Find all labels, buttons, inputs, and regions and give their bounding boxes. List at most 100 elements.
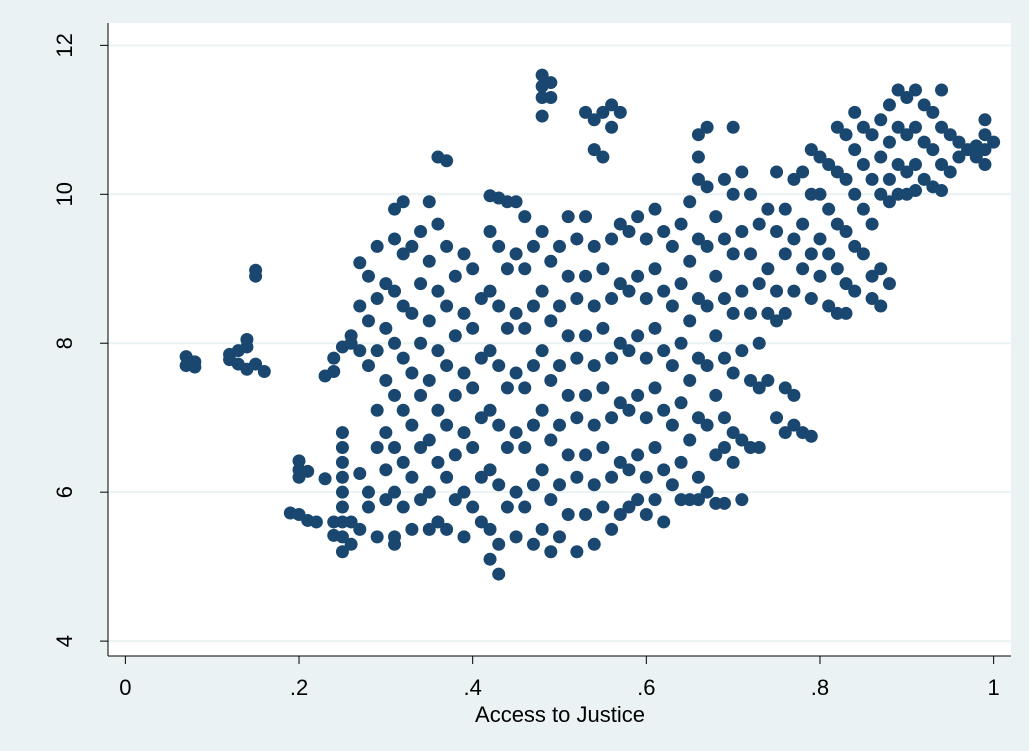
- data-point: [509, 306, 523, 320]
- data-point: [717, 411, 731, 425]
- data-point: [865, 128, 879, 142]
- data-point: [882, 277, 896, 291]
- data-point: [631, 493, 645, 507]
- data-point: [978, 128, 992, 142]
- data-point: [388, 388, 402, 402]
- data-point: [787, 284, 801, 298]
- data-point: [535, 463, 549, 477]
- data-point: [761, 262, 775, 276]
- data-point: [431, 284, 445, 298]
- data-point: [744, 306, 758, 320]
- data-point: [414, 336, 428, 350]
- data-point: [353, 256, 367, 270]
- data-point: [431, 515, 445, 529]
- data-point: [431, 455, 445, 469]
- data-point: [457, 247, 471, 261]
- data-point: [631, 329, 645, 343]
- data-point: [648, 440, 662, 454]
- data-point: [422, 314, 436, 328]
- data-point: [613, 217, 627, 231]
- data-point: [778, 306, 792, 320]
- data-point: [639, 232, 653, 246]
- data-point: [422, 254, 436, 268]
- data-point: [752, 277, 766, 291]
- data-point: [683, 373, 697, 387]
- data-point: [744, 373, 758, 387]
- data-point: [396, 247, 410, 261]
- data-point: [882, 172, 896, 186]
- data-point: [379, 321, 393, 335]
- data-point: [396, 195, 410, 209]
- data-point: [257, 365, 271, 379]
- data-point: [457, 485, 471, 499]
- x-tick-label: 0: [119, 675, 131, 700]
- data-point: [717, 440, 731, 454]
- data-point: [622, 500, 636, 514]
- data-point: [483, 284, 497, 298]
- data-point: [822, 247, 836, 261]
- data-point: [440, 299, 454, 313]
- data-point: [908, 157, 922, 171]
- data-point: [414, 388, 428, 402]
- data-point: [535, 522, 549, 536]
- data-point: [613, 396, 627, 410]
- data-point: [361, 314, 375, 328]
- data-point: [483, 552, 497, 566]
- data-point: [492, 418, 506, 432]
- data-point: [613, 277, 627, 291]
- data-point: [448, 493, 462, 507]
- data-point: [544, 76, 558, 90]
- data-point: [891, 157, 905, 171]
- y-tick-label: 12: [52, 33, 77, 57]
- data-point: [917, 135, 931, 149]
- data-point: [526, 359, 540, 373]
- data-point: [492, 239, 506, 253]
- data-point: [388, 485, 402, 499]
- data-point: [908, 184, 922, 198]
- data-point: [778, 381, 792, 395]
- data-point: [770, 284, 784, 298]
- data-point: [839, 277, 853, 291]
- data-point: [605, 470, 619, 484]
- data-point: [422, 433, 436, 447]
- data-point: [518, 262, 532, 276]
- data-point: [657, 403, 671, 417]
- data-point: [622, 225, 636, 239]
- data-points: [179, 68, 1001, 581]
- data-point: [405, 306, 419, 320]
- data-point: [726, 306, 740, 320]
- data-point: [813, 232, 827, 246]
- data-point: [943, 128, 957, 142]
- data-point: [657, 463, 671, 477]
- data-point: [353, 522, 367, 536]
- data-point: [770, 165, 784, 179]
- data-point: [570, 292, 584, 306]
- data-point: [787, 388, 801, 402]
- data-point: [579, 105, 593, 119]
- data-point: [587, 143, 601, 157]
- data-point: [683, 314, 697, 328]
- data-point: [631, 388, 645, 402]
- data-point: [526, 537, 540, 551]
- data-point: [327, 351, 341, 365]
- data-point: [830, 120, 844, 134]
- data-point: [761, 202, 775, 216]
- data-point: [457, 426, 471, 440]
- data-point: [726, 455, 740, 469]
- data-point: [770, 314, 784, 328]
- data-point: [509, 247, 523, 261]
- data-point: [631, 448, 645, 462]
- data-point: [370, 403, 384, 417]
- data-point: [361, 269, 375, 283]
- y-tick-label: 8: [52, 337, 77, 349]
- data-point: [613, 508, 627, 522]
- data-point: [500, 500, 514, 514]
- data-point: [474, 411, 488, 425]
- data-point: [587, 239, 601, 253]
- data-point: [900, 165, 914, 179]
- data-point: [752, 381, 766, 395]
- data-point: [440, 154, 454, 168]
- data-point: [796, 217, 810, 231]
- data-point: [605, 522, 619, 536]
